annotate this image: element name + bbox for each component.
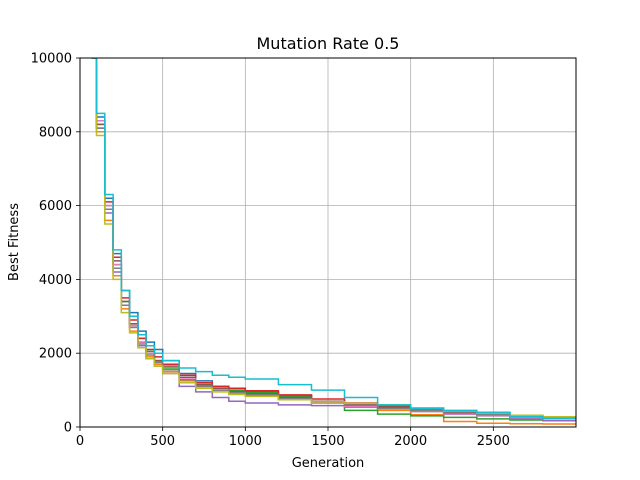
series-line-10	[91, 58, 576, 420]
y-tick-label: 0	[64, 421, 72, 436]
y-tick-label: 8000	[39, 125, 72, 140]
y-tick-label: 4000	[39, 273, 72, 288]
y-tick-label: 10000	[31, 52, 72, 67]
x-tick-label: 1000	[229, 434, 262, 449]
x-tick-label: 1500	[311, 434, 344, 449]
chart-title: Mutation Rate 0.5	[257, 34, 400, 53]
y-tick-label: 6000	[39, 199, 72, 214]
x-axis-ticks: 0 500 1000 1500 2000 2500	[76, 427, 510, 449]
x-tick-label: 2500	[477, 434, 510, 449]
y-axis-ticks: 0 2000 4000 6000 8000 10000	[31, 52, 80, 436]
x-tick-label: 500	[150, 434, 175, 449]
series-layer	[91, 58, 576, 425]
x-tick-label: 0	[76, 434, 84, 449]
x-axis-label: Generation	[292, 456, 365, 471]
y-tick-label: 2000	[39, 347, 72, 362]
x-tick-label: 2000	[394, 434, 427, 449]
y-axis-label: Best Fitness	[7, 203, 22, 281]
